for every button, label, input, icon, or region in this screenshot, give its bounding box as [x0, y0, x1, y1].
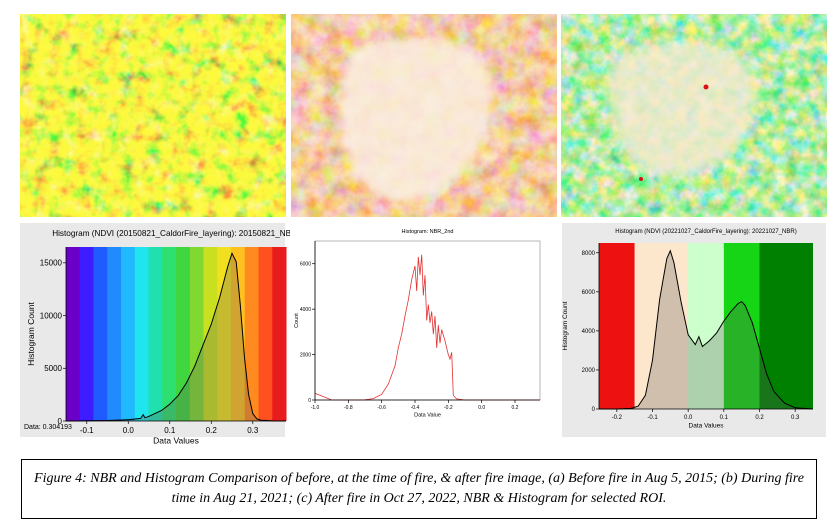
nbr-map-during [291, 14, 557, 217]
color-band [121, 247, 136, 421]
x-tick-label: 0.0 [478, 405, 485, 411]
color-band [107, 247, 122, 421]
x-tick-label: 0.1 [720, 415, 729, 421]
y-tick-label: 6000 [582, 290, 596, 296]
y-tick-label: 0 [592, 407, 596, 413]
figure-caption: Figure 4: NBR and Histogram Comparison o… [34, 471, 804, 506]
x-tick-label: 0.3 [247, 426, 259, 435]
histogram-after-chart: -0.2 -0.1 0.0 0.1 0.2 0.3 0 2000 4000 6000 8000 His… [562, 223, 826, 437]
x-tick-label: -0.4 [411, 405, 420, 411]
histogram-line [66, 251, 287, 422]
y-tick-label: 10000 [40, 311, 63, 320]
y-tick-label: 15000 [40, 259, 63, 268]
nbr-map-after-image [561, 14, 827, 217]
color-band [244, 247, 259, 421]
chart-title: Histogram (NDVI (20150821_CaldorFire_lay… [52, 229, 300, 238]
nbr-map-before [20, 14, 286, 217]
color-band [148, 247, 163, 421]
y-axis-label: Count [294, 313, 300, 328]
x-tick-label: -0.2 [444, 405, 453, 411]
y-tick-label: 2000 [582, 368, 596, 374]
x-tick-label: 0.2 [755, 415, 764, 421]
x-tick-label: -0.1 [647, 415, 658, 421]
color-band [176, 247, 191, 421]
plot-area [314, 240, 541, 401]
y-tick-label: 0 [308, 398, 311, 404]
color-band [258, 247, 273, 421]
color-band [134, 247, 149, 421]
class-band [599, 243, 635, 409]
y-tick-label: 5000 [44, 364, 62, 373]
x-tick-label: -1.0 [311, 405, 320, 411]
x-tick-label: 0.1 [164, 426, 176, 435]
y-tick-label: 2000 [300, 352, 311, 358]
x-axis-label: Data Value [414, 413, 441, 419]
color-band [79, 247, 94, 421]
class-band [688, 243, 724, 409]
color-band [189, 247, 204, 421]
x-axis-label: Data Values [153, 436, 199, 446]
x-tick-label: 0.2 [206, 426, 218, 435]
color-band [217, 247, 232, 421]
x-tick-label: -0.8 [344, 405, 353, 411]
histogram-during: -1.0 -0.8 -0.6 -0.4 -0.2 0.0 0.2 0 2000 4000 6000 H… [290, 223, 552, 437]
x-axis-label: Data Values [689, 423, 725, 430]
nbr-map-before-image [20, 14, 286, 217]
class-band [634, 243, 689, 409]
histogram-line [599, 249, 814, 410]
x-tick-label: 0.2 [512, 405, 519, 411]
histogram-before: -0.1 0.0 0.1 0.2 0.3 0 5000 10000 15000 Histogram… [20, 223, 300, 446]
chart-footer: Data: 0.304193 [24, 424, 72, 431]
y-tick-label: 0 [58, 417, 63, 426]
histogram-area [599, 250, 813, 409]
burn-spot [639, 177, 643, 181]
histogram-during-chart: -1.0 -0.8 -0.6 -0.4 -0.2 0.0 0.2 0 2000 4000 6000 H… [290, 223, 552, 437]
burn-spot [703, 84, 709, 90]
y-axis-label: Histogram Count [26, 301, 36, 365]
color-band [93, 247, 108, 421]
chart-title: Histogram (NDVI (20221027_CaldorFire_lay… [615, 229, 796, 235]
x-tick-label: -0.1 [80, 426, 94, 435]
x-tick-label: 0.3 [791, 415, 800, 421]
class-band [759, 243, 813, 409]
color-band [203, 247, 218, 421]
figure-caption-box: Figure 4: NBR and Histogram Comparison o… [21, 459, 817, 519]
y-tick-label: 8000 [582, 251, 596, 257]
y-tick-label: 6000 [300, 261, 311, 267]
x-tick-label: 0.0 [123, 426, 135, 435]
histogram-area [66, 253, 286, 421]
histogram-before-chart: -0.1 0.0 0.1 0.2 0.3 0 5000 10000 15000 Histogram… [20, 223, 300, 446]
chart-title: Histogram: NBR_2nd [402, 229, 454, 235]
color-band [272, 247, 287, 421]
x-tick-label: 0.0 [684, 415, 693, 421]
x-tick-label: -0.2 [612, 415, 623, 421]
color-band [231, 247, 246, 421]
y-tick-label: 4000 [300, 307, 311, 313]
y-tick-label: 4000 [582, 329, 596, 335]
histogram-after: -0.2 -0.1 0.0 0.1 0.2 0.3 0 2000 4000 6000 8000 His… [562, 223, 826, 437]
nbr-map-after [561, 14, 827, 217]
color-band [162, 247, 177, 421]
histogram-line [314, 254, 540, 401]
color-band [66, 247, 81, 421]
nbr-map-during-image [291, 14, 557, 217]
y-axis-label: Histogram Count [562, 301, 569, 350]
x-tick-label: -0.6 [377, 405, 386, 411]
